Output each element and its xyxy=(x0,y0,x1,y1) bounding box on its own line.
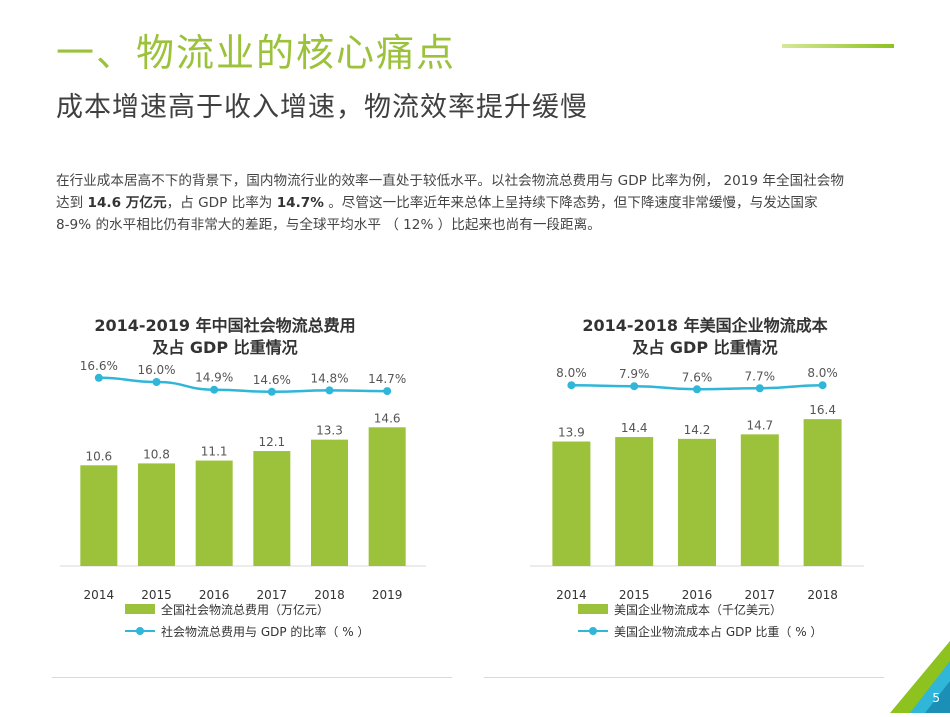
chart-2-line-label-2014: 8.0% xyxy=(556,366,587,380)
chart-1: 10.6 2014 10.8 2015 11.1 2016 12.1 2017 13.3 2018… xyxy=(60,359,430,610)
chart-1-tick-label-2016: 2016 xyxy=(199,588,230,602)
chart-1-tick-label-2014: 2014 xyxy=(84,588,115,602)
body-line-3: 8-9% 的水平相比仍有非常大的差距，与全球平均水平 （ 12% ）比起来也尚有… xyxy=(56,217,601,233)
body-text-segment: ，占 GDP 比率为 xyxy=(166,195,277,211)
chart-2-bar-label-2015: 14.4 xyxy=(621,421,648,435)
corner-decoration: 5 xyxy=(890,641,950,713)
chart-1-title: 2014-2019 年中国社会物流总费用 及占 GDP 比重情况 xyxy=(60,315,390,359)
chart-2-title-line-2: 及占 GDP 比重情况 xyxy=(632,338,778,357)
chart-2-line-label-2016: 7.6% xyxy=(682,370,713,384)
chart-2-line-label-2017: 7.7% xyxy=(745,369,776,383)
chart-1-line-point-2017 xyxy=(267,387,276,396)
corner-logo-shape xyxy=(890,641,950,713)
chart-1-tick-label-2018: 2018 xyxy=(314,588,345,602)
chart-1-bar-2017 xyxy=(253,451,291,566)
chart-1-line-series xyxy=(98,376,388,394)
chart-1-bar-label-2016: 11.1 xyxy=(201,445,228,459)
chart-2-bar-2016 xyxy=(678,438,716,566)
chart-2-tick-label-2018: 2018 xyxy=(807,588,838,602)
legend-bar-label: 全国社会物流总费用（万亿元） xyxy=(161,602,330,617)
chart-1-bar-2015 xyxy=(138,463,175,566)
legend-bar-swatch xyxy=(578,604,608,614)
chart-1-line-label-2017: 14.6% xyxy=(253,373,291,387)
page-subtitle: 成本增速高于收入增速，物流效率提升缓慢 xyxy=(56,92,588,123)
chart-1-legend-bar-item: 全国社会物流总费用（万亿元） xyxy=(125,598,369,620)
chart-2-line-point-2015 xyxy=(630,382,639,391)
chart-2-line-label-2015: 7.9% xyxy=(619,367,650,381)
body-line-2: 达到 14.6 万亿元，占 GDP 比率为 14.7% 。尽管这一比率近年来总体… xyxy=(56,192,950,214)
chart-2-bar-label-2017: 14.7 xyxy=(746,418,773,432)
chart-1-title-line-2: 及占 GDP 比重情况 xyxy=(152,338,298,357)
chart-2-bar-2014 xyxy=(552,441,591,566)
chart-1-line-point-2015 xyxy=(152,378,161,386)
body-text-segment: 达到 xyxy=(56,195,88,211)
chart-2-bar-2017 xyxy=(740,434,779,566)
chart-2: 13.9 2014 14.4 2015 14.2 2016 14.7 2017 16.4 2018… xyxy=(530,360,864,610)
chart-1-line-label-2014: 16.6% xyxy=(80,359,118,373)
legend-line-swatch xyxy=(125,626,155,636)
chart-1-line-label-2016: 14.9% xyxy=(195,371,233,385)
chart-2-svg: 13.9 2014 14.4 2015 14.2 2016 14.7 2017 16.4 2018… xyxy=(530,366,864,602)
chart-2-title: 2014-2018 年美国企业物流成本 及占 GDP 比重情况 xyxy=(540,315,870,359)
chart-2-tick-label-2015: 2015 xyxy=(619,588,650,602)
body-text-segment: 。尽管这一比率近年来总体上呈持续下降态势，但下降速度非常缓慢，与发达国家 xyxy=(323,195,818,211)
chart-1-bar-label-2017: 12.1 xyxy=(258,435,285,449)
legend-bar-label: 美国企业物流成本（千亿美元） xyxy=(614,602,783,617)
chart-1-line-label-2018: 14.8% xyxy=(310,371,348,385)
chart-1-bar-2016 xyxy=(195,460,233,566)
chart-1-line-point-2019 xyxy=(383,387,392,396)
chart-1-bar-label-2018: 13.3 xyxy=(316,424,343,438)
chart-1-title-line-1: 2014-2019 年中国社会物流总费用 xyxy=(94,316,356,335)
chart-1-legend: 全国社会物流总费用（万亿元） 社会物流总费用与 GDP 的比率（ % ） xyxy=(125,598,369,642)
chart-2-line-point-2017 xyxy=(755,384,764,393)
decorative-accent-line xyxy=(782,44,894,48)
chart-2-legend-line-item: 美国企业物流成本占 GDP 比重（ % ） xyxy=(578,620,822,642)
chart-1-bar-2014 xyxy=(80,465,118,566)
chart-2-line-point-2018 xyxy=(818,381,827,390)
chart-1-line-point-2016 xyxy=(210,385,219,394)
legend-bar-swatch xyxy=(125,604,155,614)
chart-1-line-label-2015: 16.0% xyxy=(137,363,175,377)
legend-line-swatch xyxy=(578,626,608,636)
chart-1-line-point-2014 xyxy=(94,373,103,382)
footer-divider-right xyxy=(484,677,884,678)
chart-1-bar-2018 xyxy=(311,439,348,566)
chart-2-tick-label-2016: 2016 xyxy=(682,588,713,602)
chart-2-bar-2018 xyxy=(803,419,842,566)
body-paragraph: 在行业成本居高不下的背景下，国内物流行业的效率一直处于较低水平。以社会物流总费用… xyxy=(56,170,950,236)
chart-2-bar-2015 xyxy=(615,437,654,566)
chart-2-title-line-1: 2014-2018 年美国企业物流成本 xyxy=(582,316,828,335)
chart-1-bar-2019 xyxy=(368,427,406,566)
chart-2-legend: 美国企业物流成本（千亿美元） 美国企业物流成本占 GDP 比重（ % ） xyxy=(578,598,822,642)
chart-2-bar-label-2018: 16.4 xyxy=(809,403,836,417)
body-line-1: 在行业成本居高不下的背景下，国内物流行业的效率一直处于较低水平。以社会物流总费用… xyxy=(56,173,844,189)
page-number: 5 xyxy=(932,691,940,705)
highlight-gdp-ratio: 14.7% xyxy=(276,195,324,211)
chart-1-bar-label-2019: 14.6 xyxy=(374,411,401,425)
chart-2-line-label-2018: 8.0% xyxy=(807,366,838,380)
legend-line-label: 美国企业物流成本占 GDP 比重（ % ） xyxy=(614,624,823,639)
chart-1-svg: 10.6 2014 10.8 2015 11.1 2016 12.1 2017 13.3 2018… xyxy=(60,359,426,602)
chart-2-line-point-2016 xyxy=(693,385,701,394)
highlight-total-cost: 14.6 万亿元 xyxy=(87,195,167,211)
legend-line-label: 社会物流总费用与 GDP 的比率（ % ） xyxy=(161,624,370,639)
chart-1-tick-label-2017: 2017 xyxy=(257,588,288,602)
page-title: 一、物流业的核心痛点 xyxy=(56,31,457,75)
chart-2-bar-label-2016: 14.2 xyxy=(684,423,711,437)
chart-1-tick-label-2015: 2015 xyxy=(141,588,172,602)
chart-2-tick-label-2014: 2014 xyxy=(556,588,587,602)
chart-2-bar-label-2014: 13.9 xyxy=(558,426,585,440)
footer-divider-left xyxy=(52,677,452,678)
chart-2-tick-label-2017: 2017 xyxy=(745,588,776,602)
chart-1-legend-line-item: 社会物流总费用与 GDP 的比率（ % ） xyxy=(125,620,369,642)
chart-1-line-point-2018 xyxy=(325,386,334,395)
chart-2-line-point-2014 xyxy=(567,381,576,390)
chart-1-bar-label-2014: 10.6 xyxy=(85,449,112,463)
chart-2-legend-bar-item: 美国企业物流成本（千亿美元） xyxy=(578,598,822,620)
chart-1-line-label-2019: 14.7% xyxy=(368,372,406,386)
chart-1-bar-label-2015: 10.8 xyxy=(143,447,170,461)
chart-1-tick-label-2019: 2019 xyxy=(372,588,403,602)
